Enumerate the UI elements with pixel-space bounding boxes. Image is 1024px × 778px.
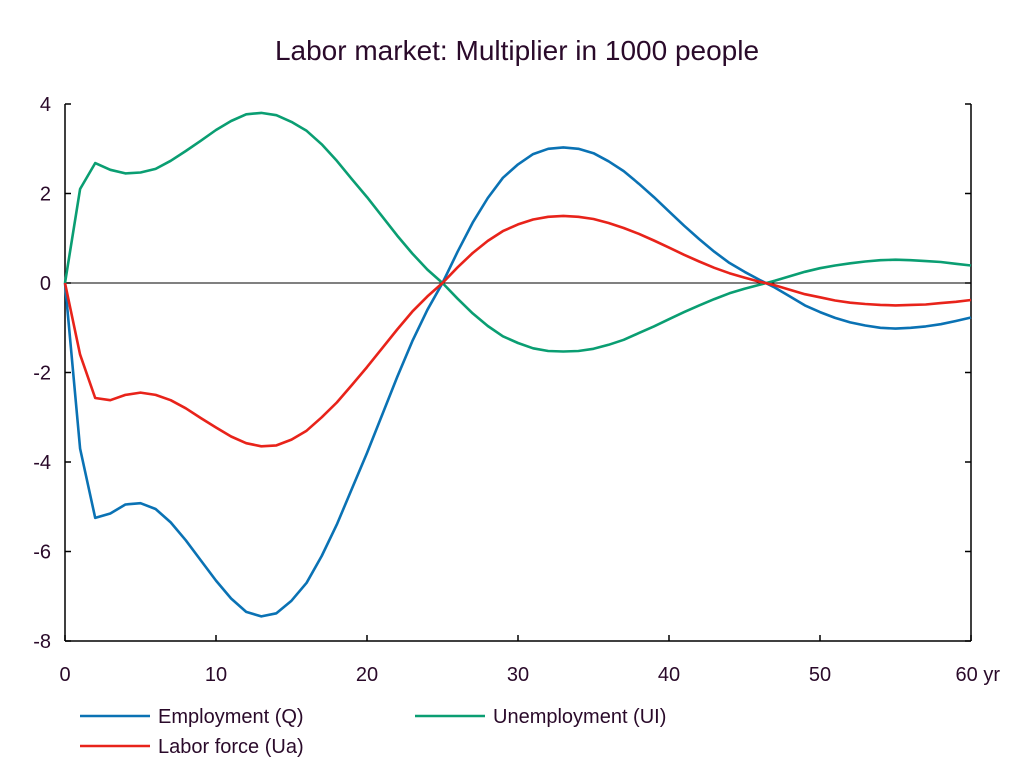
legend-label: Unemployment (UI) [493,706,666,728]
legend: Employment (Q) Unemployment (UI) Labor for… [80,706,666,758]
series-line-0 [63,146,972,618]
y-tick-label: -4 [33,452,51,474]
series-line-2 [63,214,972,448]
y-tick-label: -8 [33,631,51,653]
legend-label: Employment (Q) [158,706,304,728]
legend-label: Labor force (Ua) [158,736,304,758]
x-tick-label: 30 [507,664,529,686]
x-tick-label: 60 yr [956,664,1001,686]
y-tick-label: 0 [40,273,51,295]
y-tick-label: -2 [33,363,51,385]
series-line-1 [63,111,972,353]
chart-title: Labor market: Multiplier in 1000 people [275,35,759,66]
y-tick-label: 2 [40,184,51,206]
axes: 420-2-4-6-80 10 20 30 40 50 60 yr [33,94,1000,686]
x-tick-label: 20 [356,664,378,686]
x-tick-label: 0 [59,664,70,686]
series-lines [63,111,972,618]
y-tick-label: -6 [33,542,51,564]
x-tick-label: 50 [809,664,831,686]
x-tick-label: 40 [658,664,680,686]
x-tick-label: 10 [205,664,227,686]
y-tick-label: 4 [40,94,51,116]
